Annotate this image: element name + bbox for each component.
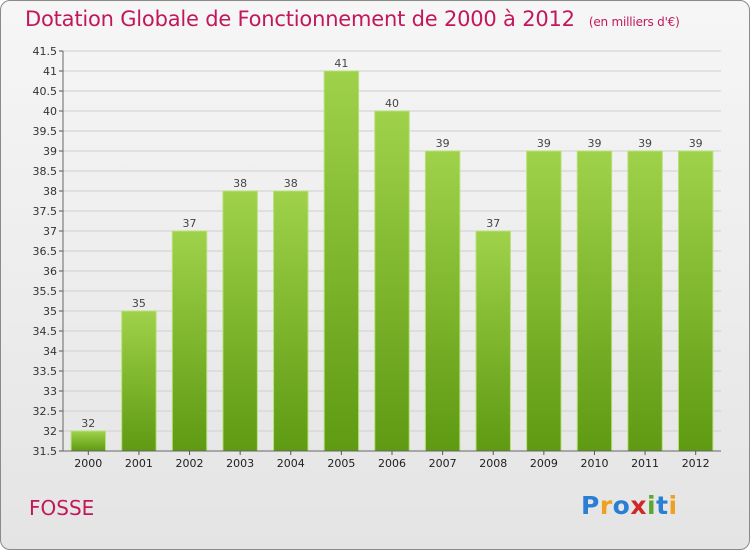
y-tick-label: 40	[43, 105, 57, 118]
value-label-2002: 37	[183, 217, 197, 230]
bar-2003	[222, 190, 258, 452]
x-tick-label-2009: 2009	[530, 457, 558, 470]
value-label-2005: 41	[334, 57, 348, 70]
bar-2004	[273, 190, 309, 452]
x-tick-label-2004: 2004	[277, 457, 305, 470]
y-tick-label: 35	[43, 305, 57, 318]
y-tick-label: 39	[43, 145, 57, 158]
axes: 31.5 32 32.5 33 33.5 34 34.5 35 35.5 36 36.5 37 37.5…	[33, 45, 721, 470]
y-tick-label: 41	[43, 65, 57, 78]
bar-2008	[475, 230, 511, 452]
value-label-2001: 35	[132, 297, 146, 310]
value-label-2009: 39	[537, 137, 551, 150]
value-label-2008: 37	[486, 217, 500, 230]
y-tick-label: 34	[43, 345, 57, 358]
bar-2010	[576, 150, 613, 452]
bar-2011	[627, 150, 663, 452]
y-tick-label: 36.5	[33, 245, 58, 258]
value-label-2000: 32	[81, 417, 95, 430]
value-label-2003: 38	[233, 177, 247, 190]
y-tick-label: 38	[43, 185, 57, 198]
logo-letter: P	[581, 491, 600, 520]
x-tick-label-2006: 2006	[378, 457, 406, 470]
x-tick-label-2000: 2000	[74, 457, 102, 470]
y-tick-label: 32.5	[33, 405, 58, 418]
y-tick-label: 38.5	[33, 165, 58, 178]
value-label-2007: 39	[436, 137, 450, 150]
logo-letter: r	[599, 491, 613, 520]
bar-2000	[70, 430, 107, 452]
x-tick-label-2011: 2011	[631, 457, 659, 470]
bar-2009	[526, 150, 562, 452]
value-label-2012: 39	[689, 137, 703, 150]
y-tick-label: 33	[43, 385, 57, 398]
y-tick-label: 32	[43, 425, 57, 438]
bar-2007	[424, 150, 461, 452]
x-tick-label-2001: 2001	[125, 457, 153, 470]
bar-2001	[121, 310, 157, 452]
y-tick-label: 33.5	[33, 365, 58, 378]
y-tick-label: 31.5	[33, 445, 58, 458]
x-tick-label-2012: 2012	[682, 457, 710, 470]
bar-2006	[374, 110, 410, 452]
bar-2005	[323, 70, 360, 452]
y-tick-label: 37	[43, 225, 57, 238]
logo-letter: t	[656, 491, 669, 520]
chart-title-text: Dotation Globale de Fonctionnement de 20…	[25, 7, 575, 31]
proxiti-logo: Proxiti	[581, 491, 678, 520]
y-tick-label: 35.5	[33, 285, 58, 298]
value-label-2006: 40	[385, 97, 399, 110]
y-tick-label: 39.5	[33, 125, 58, 138]
bar-2002	[171, 230, 208, 452]
bars: 32 35 37 38 38 41 40 39 37 39 39 39 39	[70, 57, 714, 452]
value-label-2004: 38	[284, 177, 298, 190]
y-tick-label: 40.5	[33, 85, 58, 98]
x-tick-label-2008: 2008	[479, 457, 507, 470]
chart-subtitle: (en milliers d'€)	[588, 15, 680, 29]
y-tick-label: 34.5	[33, 325, 58, 338]
value-label-2011: 39	[638, 137, 652, 150]
logo-letter: i	[647, 491, 657, 520]
x-tick-label-2005: 2005	[327, 457, 355, 470]
logo-letter: x	[630, 491, 647, 520]
logo-letter: o	[612, 491, 631, 520]
x-tick-label-2002: 2002	[176, 457, 204, 470]
x-tick-label-2010: 2010	[580, 457, 608, 470]
logo-letter: i	[668, 491, 678, 520]
y-tick-label: 37.5	[33, 205, 58, 218]
commune-name: FOSSE	[29, 496, 95, 520]
bar-2012	[677, 150, 714, 452]
x-tick-label-2007: 2007	[429, 457, 457, 470]
value-label-2010: 39	[587, 137, 601, 150]
y-tick-label: 36	[43, 265, 57, 278]
chart-title: Dotation Globale de Fonctionnement de 20…	[25, 7, 680, 31]
x-tick-label-2003: 2003	[226, 457, 254, 470]
y-tick-label: 41.5	[33, 45, 58, 58]
